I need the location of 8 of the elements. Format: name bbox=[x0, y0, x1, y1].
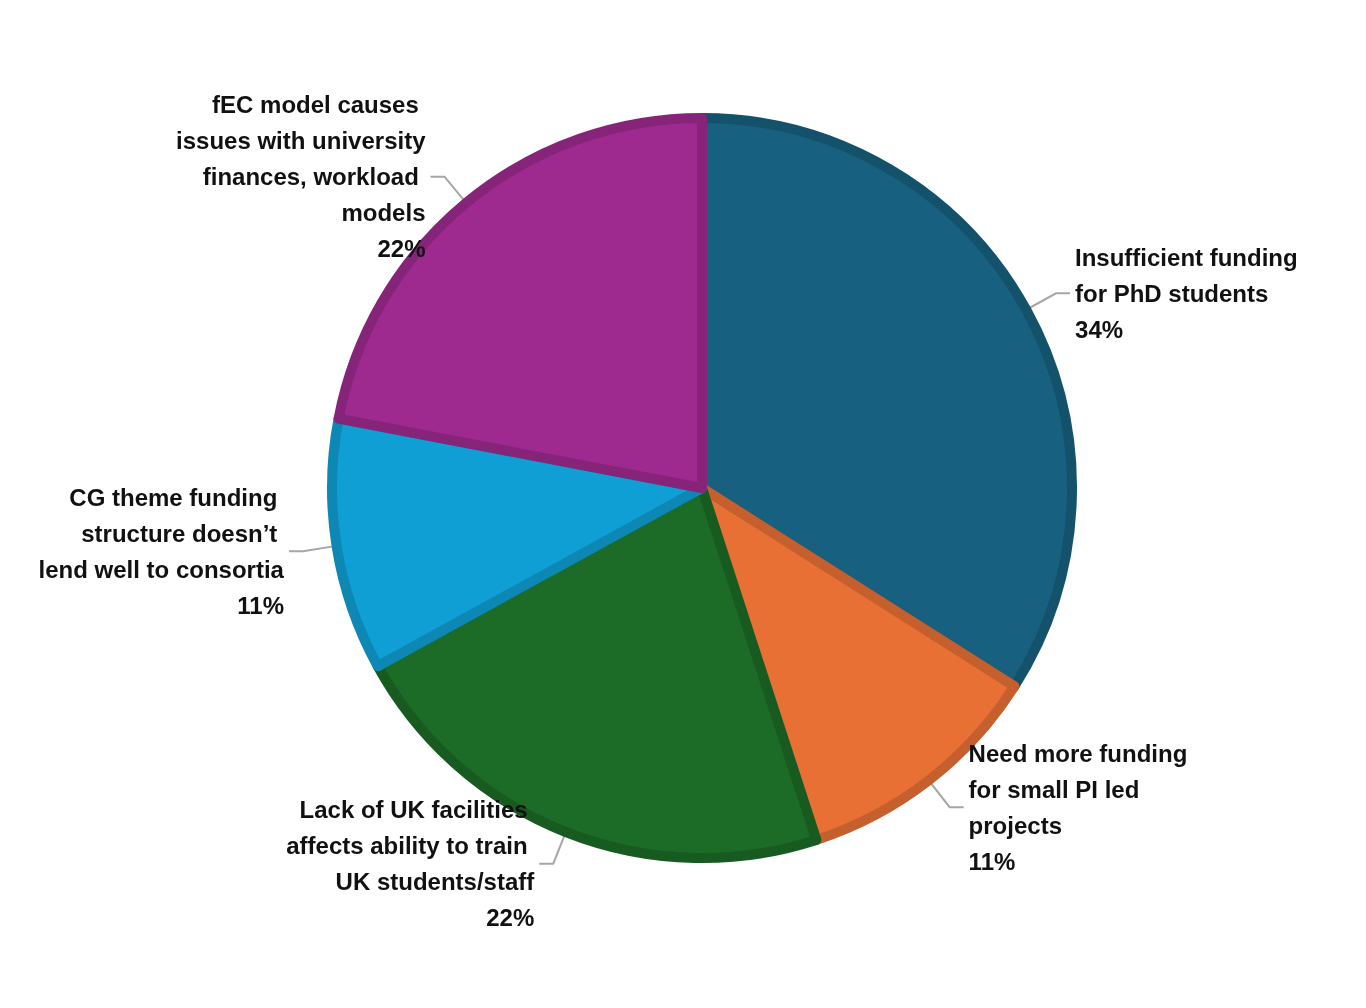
slice-label: Insufficient funding for PhD students bbox=[1075, 243, 1305, 307]
data-label: 34% bbox=[1075, 315, 1124, 343]
data-label: 11% bbox=[237, 591, 284, 619]
data-label: 22% bbox=[486, 904, 535, 932]
slice-label: CG theme funding structure doesn’t lend well to consortia bbox=[38, 483, 285, 583]
data-label: 11% bbox=[968, 847, 1016, 875]
slice-label: Need more funding for small PI led projects bbox=[968, 739, 1194, 839]
slice-label: fEC model causes issues with university finances, workload models bbox=[176, 91, 427, 227]
